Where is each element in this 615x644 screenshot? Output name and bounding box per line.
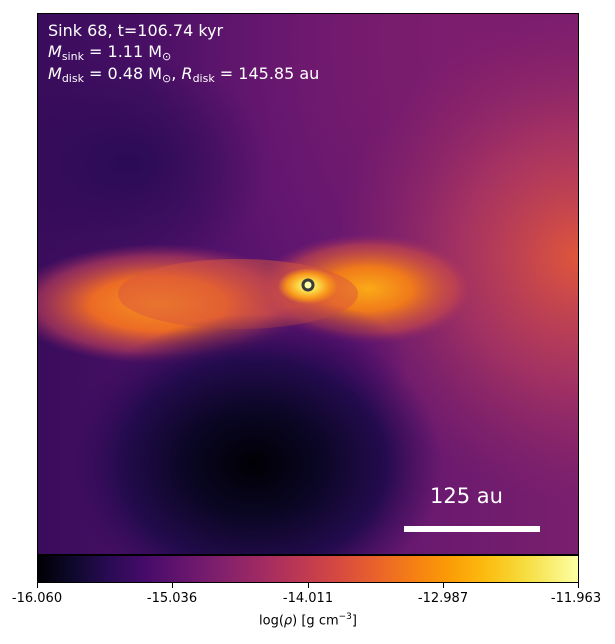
density-map-image: [38, 14, 578, 554]
colorbar-tick-label: -12.987: [417, 591, 469, 606]
colorbar-tick-label: -14.011: [282, 591, 334, 606]
colorbar-tick-label: -15.036: [146, 591, 198, 606]
colorbar-tick-label: -11.963: [550, 591, 602, 606]
sink-mass-label: Msink = 1.11 M⊙: [48, 42, 172, 64]
colorbar-tick: [37, 583, 38, 588]
colorbar-tick: [308, 583, 309, 588]
disk-properties-label: Mdisk = 0.48 M⊙, Rdisk = 145.85 au: [48, 64, 320, 86]
snapshot-title: Sink 68, t=106.74 kyr: [48, 21, 224, 40]
colorbar-label: log(ρ) [g cm−3]: [259, 612, 357, 629]
colorbar-tick: [443, 583, 444, 588]
sink-marker: [301, 278, 315, 292]
colorbar-tick: [578, 583, 579, 588]
colorbar-tick: [172, 583, 173, 588]
scale-bar: [404, 526, 540, 532]
density-map: Sink 68, t=106.74 kyr Msink = 1.11 M⊙ Md…: [37, 13, 579, 555]
scale-bar-label: 125 au: [430, 484, 503, 508]
colorbar-tick-label: -16.060: [11, 591, 63, 606]
colorbar: [37, 555, 579, 583]
